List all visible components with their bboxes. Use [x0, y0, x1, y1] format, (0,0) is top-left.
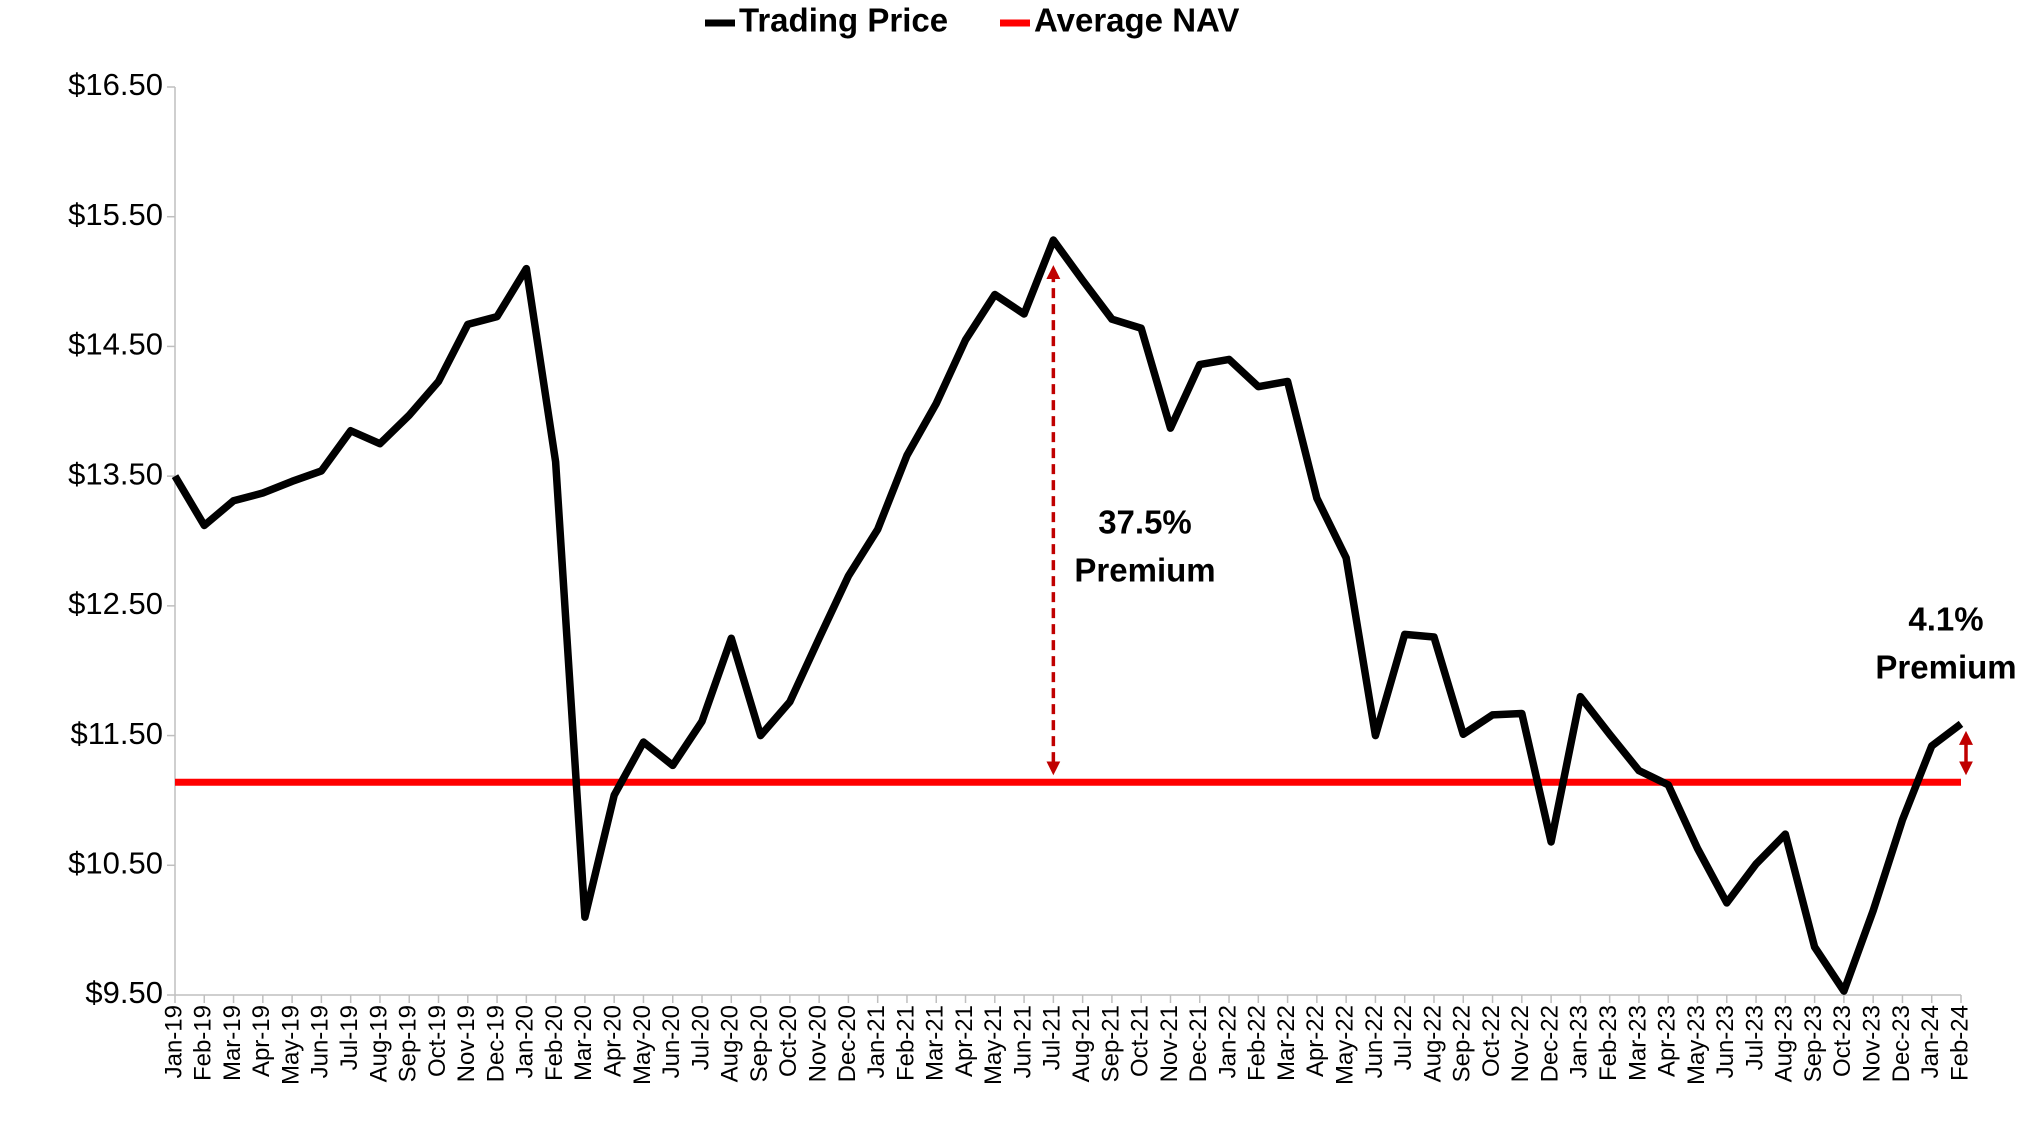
x-tick-label: Mar-19: [219, 1005, 246, 1081]
x-tick-label: Jul-22: [1390, 1005, 1417, 1070]
x-tick-label: Oct-22: [1478, 1005, 1505, 1077]
x-tick-label: Jan-24: [1917, 1005, 1944, 1078]
x-tick-label: Nov-20: [804, 1005, 831, 1082]
x-tick-label: Jul-21: [1039, 1005, 1066, 1070]
x-tick-label: Mar-23: [1624, 1005, 1651, 1081]
x-tick-label: Oct-20: [775, 1005, 802, 1077]
x-tick-label: Mar-21: [922, 1005, 949, 1081]
x-tick-label: Dec-20: [834, 1005, 861, 1082]
annotation: 4.1%: [1908, 601, 1983, 638]
x-tick-label: Jan-21: [863, 1005, 890, 1078]
x-tick-label: May-21: [980, 1005, 1007, 1085]
x-tick-label: Nov-21: [1156, 1005, 1183, 1082]
x-tick-label: Jun-23: [1712, 1005, 1739, 1078]
x-tick-label: Jun-21: [1009, 1005, 1036, 1078]
x-tick-label: Jan-19: [160, 1005, 187, 1078]
x-tick-label: Feb-20: [541, 1005, 568, 1081]
x-tick-label: Apr-19: [248, 1005, 275, 1077]
x-tick-label: Nov-22: [1507, 1005, 1534, 1082]
x-tick-label: Oct-19: [424, 1005, 451, 1077]
x-tick-label: Jul-23: [1741, 1005, 1768, 1070]
x-tick-label: Feb-19: [190, 1005, 217, 1081]
series-line: [171, 236, 1964, 995]
x-tick-label: Dec-22: [1536, 1005, 1563, 1082]
x-tick-label: Dec-21: [1185, 1005, 1212, 1082]
x-tick-label: Jun-22: [1361, 1005, 1388, 1078]
annotation: Premium: [1074, 552, 1215, 589]
x-tick-label: May-20: [629, 1005, 656, 1085]
x-tick-label: Feb-23: [1595, 1005, 1622, 1081]
y-tick-label: $9.50: [85, 975, 163, 1010]
x-tick-label: Nov-19: [453, 1005, 480, 1082]
y-tick-label: $15.50: [68, 197, 163, 232]
x-tick-label: Sep-23: [1800, 1005, 1827, 1082]
x-tick-label: Oct-21: [1127, 1005, 1154, 1077]
x-tick-label: Sep-22: [1449, 1005, 1476, 1082]
x-tick-label: Feb-24: [1946, 1005, 1973, 1081]
x-tick-label: Apr-23: [1654, 1005, 1681, 1077]
x-tick-label: Oct-23: [1829, 1005, 1856, 1077]
x-tick-label: Sep-21: [1097, 1005, 1124, 1082]
x-tick-label: Dec-23: [1888, 1005, 1915, 1082]
legend-label: Average NAV: [1034, 2, 1239, 39]
x-tick-label: Aug-21: [1068, 1005, 1095, 1082]
y-tick-label: $10.50: [68, 845, 163, 880]
x-tick-label: May-19: [277, 1005, 304, 1085]
x-tick-label: Jun-19: [307, 1005, 334, 1078]
annotation: Premium: [1875, 649, 2016, 686]
x-tick-label: Mar-22: [1273, 1005, 1300, 1081]
x-tick-label: Feb-21: [892, 1005, 919, 1081]
x-tick-label: Feb-22: [1244, 1005, 1271, 1081]
x-tick-label: Mar-20: [570, 1005, 597, 1081]
annotation: 37.5%: [1098, 504, 1192, 541]
x-tick-label: May-22: [1331, 1005, 1358, 1085]
x-tick-label: Jul-19: [336, 1005, 363, 1070]
x-tick-label: Apr-21: [951, 1005, 978, 1077]
x-tick-label: Apr-20: [600, 1005, 627, 1077]
x-tick-label: Dec-19: [482, 1005, 509, 1082]
y-tick-label: $14.50: [68, 327, 163, 362]
x-tick-label: Nov-23: [1859, 1005, 1886, 1082]
x-tick-label: Sep-20: [746, 1005, 773, 1082]
y-tick-label: $16.50: [68, 67, 163, 102]
y-tick-label: $13.50: [68, 456, 163, 491]
x-tick-label: Aug-19: [365, 1005, 392, 1082]
x-tick-label: Aug-23: [1771, 1005, 1798, 1082]
x-tick-label: Jan-23: [1566, 1005, 1593, 1078]
x-tick-label: Aug-20: [717, 1005, 744, 1082]
x-tick-label: Sep-19: [395, 1005, 422, 1082]
x-tick-label: Apr-22: [1302, 1005, 1329, 1077]
x-tick-label: Jul-20: [687, 1005, 714, 1070]
x-tick-label: Jan-22: [1214, 1005, 1241, 1078]
x-tick-label: May-23: [1683, 1005, 1710, 1085]
y-tick-label: $12.50: [68, 586, 163, 621]
x-tick-label: Jun-20: [658, 1005, 685, 1078]
x-tick-label: Jan-20: [512, 1005, 539, 1078]
y-tick-label: $11.50: [70, 716, 163, 751]
x-tick-label: Aug-22: [1419, 1005, 1446, 1082]
legend-label: Trading Price: [739, 2, 948, 39]
